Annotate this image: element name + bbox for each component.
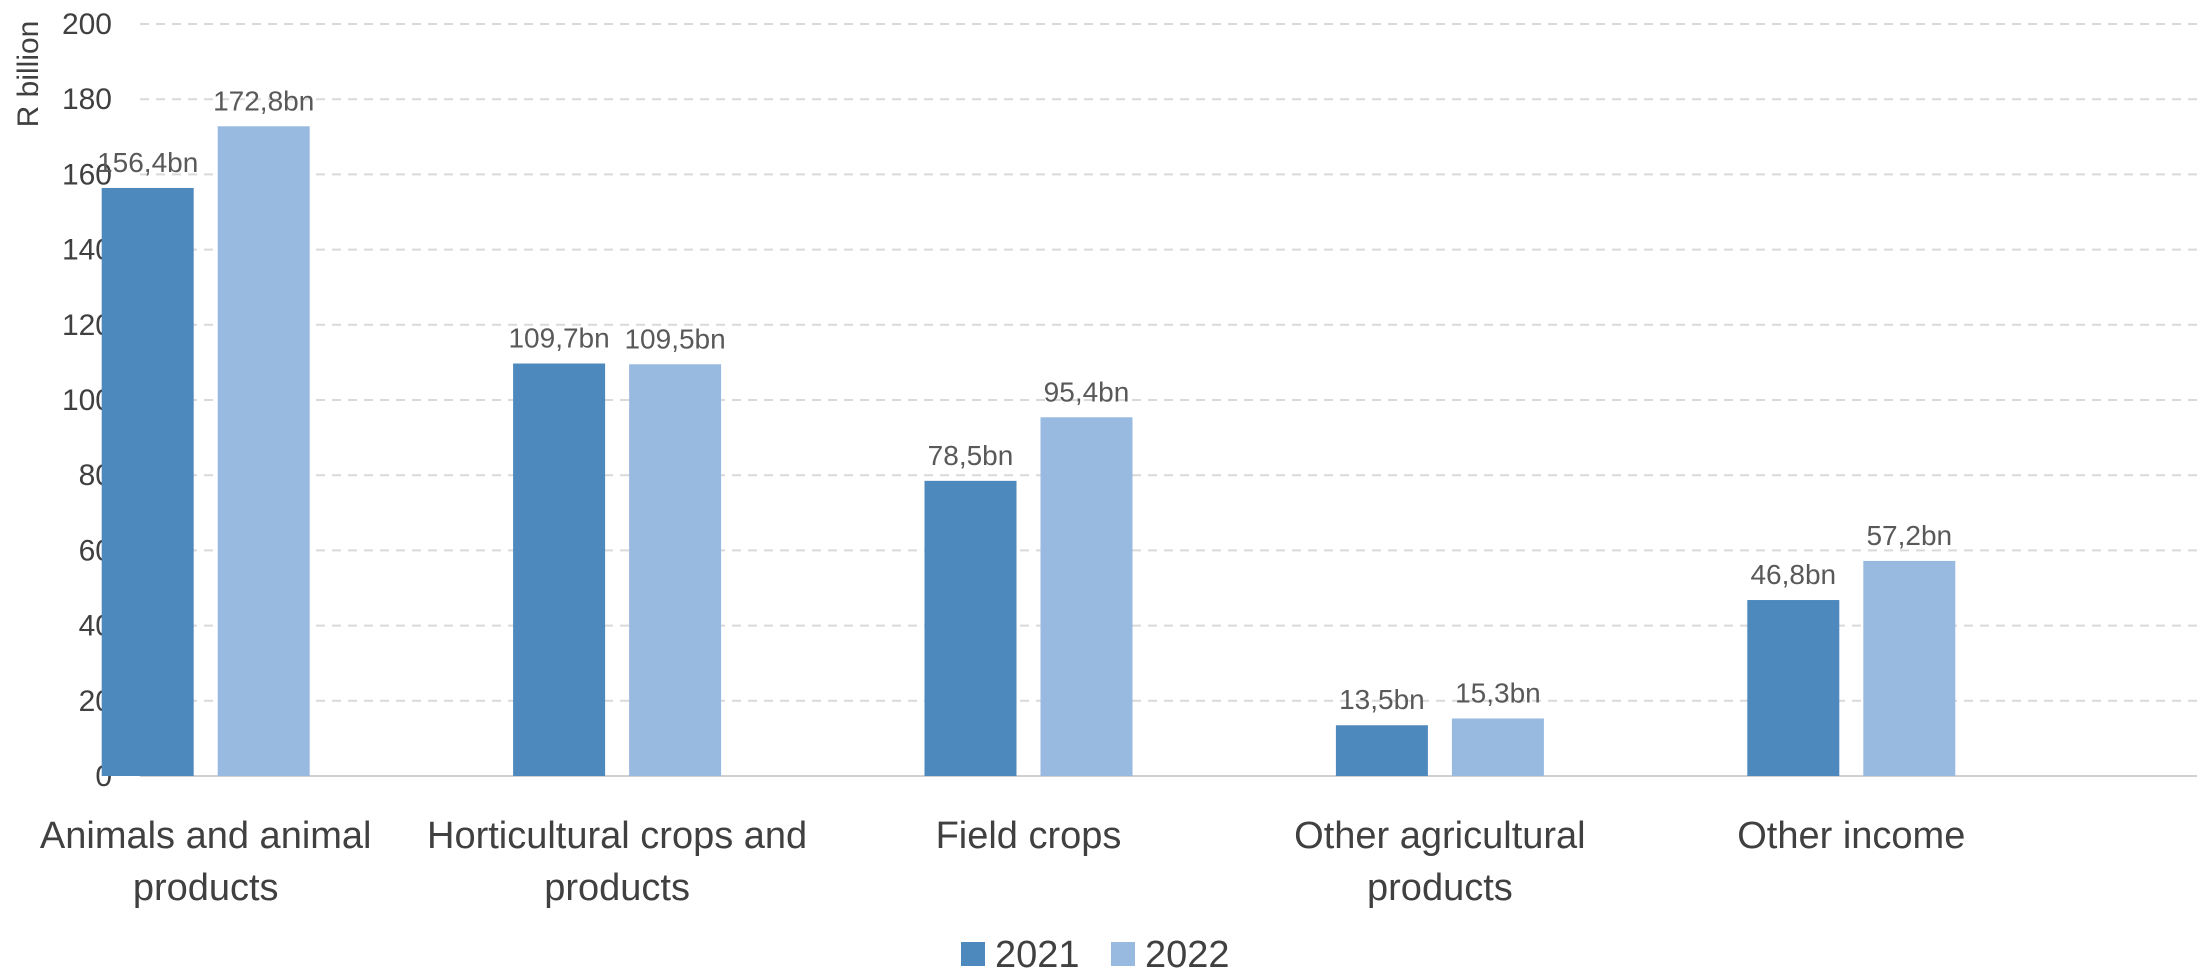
x-axis-ticks: Animals and animal productsHorticultural … [40, 815, 1965, 909]
bar-2021-1 [101, 187, 194, 776]
y-axis-title: R billion [12, 21, 45, 128]
x-tick-label-line: Horticultural crops and [427, 815, 807, 857]
bar-2021-3 [924, 480, 1017, 776]
legend-swatch-2021 [961, 942, 985, 966]
x-tick-label: Field crops [936, 815, 1122, 857]
x-tick-label: Animals and animal products [40, 815, 372, 909]
legend-label-2021: 2021 [995, 934, 1080, 969]
bar-2021-2 [513, 363, 606, 776]
legend-swatch-2022 [1111, 942, 1135, 966]
bar-2022-2 [629, 364, 722, 776]
legend-label-2022: 2022 [1145, 934, 1230, 969]
data-label-2022-5: 57,2bn [1866, 520, 1952, 551]
bar-2022-3 [1040, 417, 1133, 776]
y-tick-label: 160 [62, 158, 112, 191]
x-tick-label-line: products [1367, 867, 1513, 909]
bar-2021-5 [1747, 600, 1840, 776]
x-tick-label-line: Animals and animal [40, 815, 372, 857]
x-tick-label-line: Field crops [936, 815, 1122, 857]
data-label-2022-1: 172,8bn [213, 85, 314, 116]
bar-2021-4 [1335, 725, 1428, 776]
x-tick-label: Other agricultural products [1294, 815, 1585, 909]
x-tick-label-line: Other income [1737, 815, 1965, 857]
bar-2022-4 [1451, 718, 1544, 776]
gridlines [140, 23, 2197, 777]
data-label-2021-5: 46,8bn [1750, 559, 1836, 590]
data-label-2022-2: 109,5bn [624, 323, 725, 354]
bars [101, 126, 1956, 777]
data-label-2021-4: 13,5bn [1339, 684, 1425, 715]
x-tick-label-line: Other agricultural [1294, 815, 1585, 857]
data-label-2021-2: 109,7bn [508, 323, 609, 354]
x-tick-label-line: products [544, 867, 690, 909]
x-tick-label-line: products [133, 867, 279, 909]
x-tick-label: Horticultural crops and products [427, 815, 807, 909]
x-tick-label: Other income [1737, 815, 1965, 857]
bar-2022-5 [1863, 560, 1956, 776]
y-tick-label: 180 [62, 83, 112, 116]
data-label-2022-4: 15,3bn [1455, 677, 1541, 708]
bar-2022-1 [217, 126, 310, 777]
data-labels: 156,4bn 172,8bn 109,7bn 109,5bn 78,5bn 95,4bn… [97, 85, 1952, 715]
data-label-2022-3: 95,4bn [1044, 376, 1130, 407]
data-label-2021-1: 156,4bn [97, 147, 198, 178]
data-label-2021-3: 78,5bn [928, 440, 1014, 471]
y-tick-label: 200 [62, 8, 112, 41]
legend: 2021 2022 [961, 934, 1230, 974]
